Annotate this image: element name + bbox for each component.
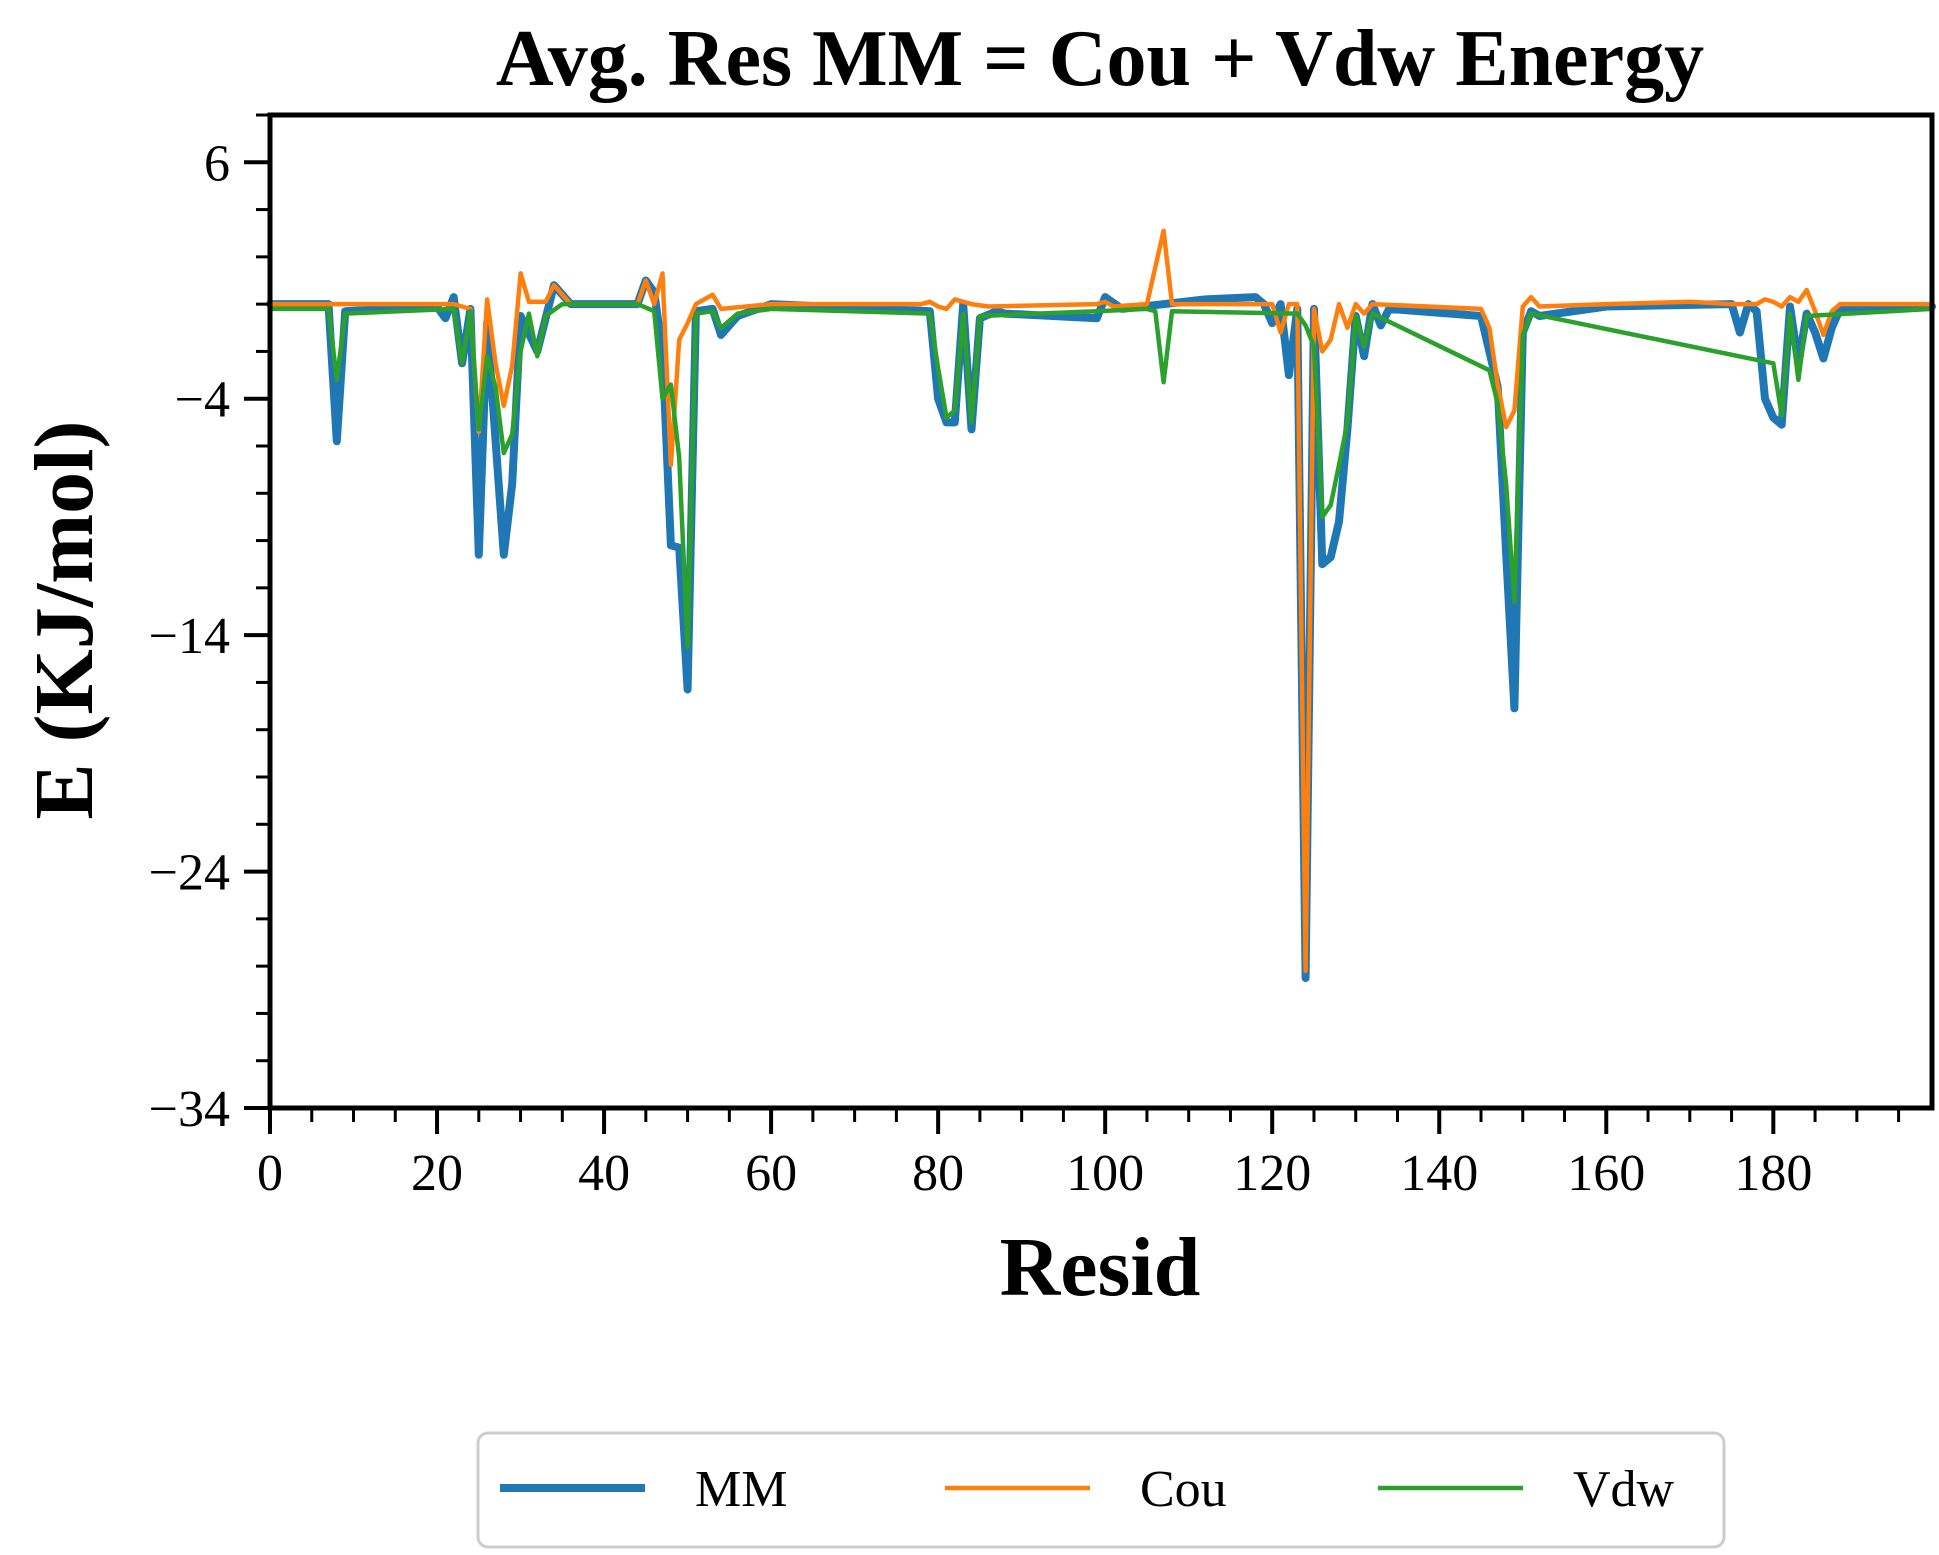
chart-title: Avg. Res MM = Cou + Vdw Energy (496, 15, 1704, 103)
series-line-vdw (267, 301, 1935, 650)
legend-box (476, 1431, 1726, 1549)
x-tick-label: 180 (1734, 1145, 1812, 1202)
legend: MM Cou Vdw (476, 1431, 1726, 1549)
x-tick-label: 80 (912, 1145, 964, 1202)
axes: 0 20 40 60 80 100 120 140 160 180 6 −4 −14 −24 −34 (149, 112, 1935, 1202)
x-tick-label: 120 (1233, 1145, 1311, 1202)
x-tick-label: 20 (411, 1145, 463, 1202)
x-tick-label: 0 (257, 1145, 283, 1202)
y-tick-label: 6 (204, 135, 230, 192)
x-tick-label: 140 (1400, 1145, 1478, 1202)
x-tick-label: 100 (1066, 1145, 1144, 1202)
plot-frame (267, 112, 1935, 1111)
x-tick-label: 40 (578, 1145, 630, 1202)
series-layer (266, 228, 1936, 982)
x-axis-label: Resid (1000, 1221, 1201, 1314)
x-tick-label: 60 (745, 1145, 797, 1202)
legend-label-cou: Cou (1140, 1461, 1227, 1518)
y-tick-label: −24 (149, 845, 230, 902)
series-line-mm (266, 276, 1936, 982)
legend-label-mm: MM (695, 1461, 787, 1518)
legend-label-vdw: Vdw (1573, 1461, 1675, 1518)
y-axis-label: E (KJ/mol) (18, 421, 111, 820)
y-tick-label: −34 (149, 1081, 230, 1138)
y-tick-label: −14 (149, 608, 230, 665)
series-line-cou (267, 228, 1935, 974)
y-tick-label: −4 (175, 372, 230, 429)
x-tick-label: 160 (1567, 1145, 1645, 1202)
